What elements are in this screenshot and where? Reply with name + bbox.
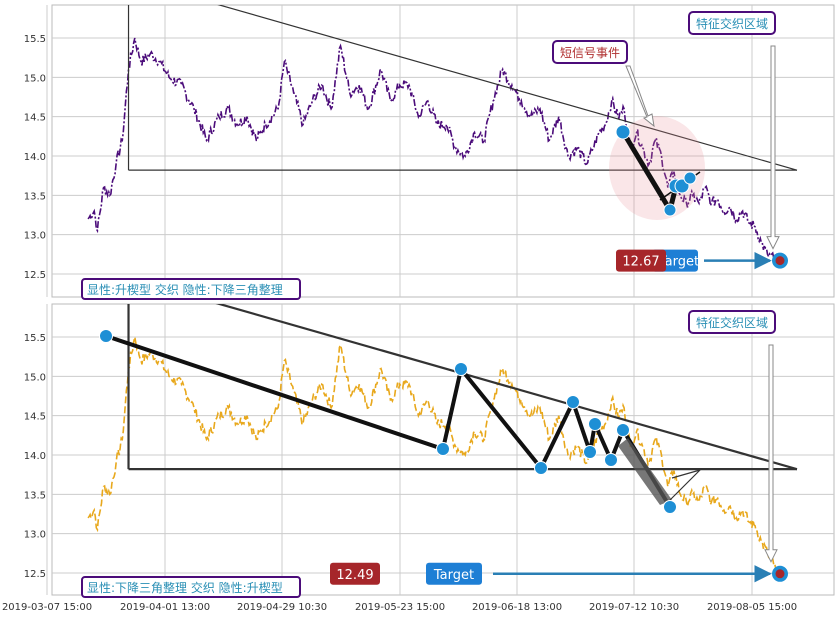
x-tick-label: 2019-03-07 15:00 — [2, 602, 92, 613]
y-tick-label: 12.5 — [24, 569, 46, 580]
x-tick-label: 2019-04-29 10:30 — [237, 602, 327, 613]
y-tick-label: 14.0 — [24, 451, 46, 462]
y-tick-label: 15.5 — [24, 34, 46, 45]
target-label-box — [426, 562, 482, 585]
pattern-point — [534, 461, 548, 475]
pattern-label-box — [81, 576, 301, 598]
value-badge — [330, 562, 380, 585]
pattern-point — [99, 329, 113, 343]
plot-area — [51, 4, 835, 298]
triangle-zigzag — [105, 334, 672, 509]
pattern-point — [566, 395, 580, 409]
y-tick-label: 14.0 — [24, 152, 46, 163]
down-arrow — [766, 45, 780, 250]
plot-content — [87, 5, 798, 269]
zone-label: 特征交织区域 — [696, 315, 768, 330]
pattern-point — [454, 362, 468, 376]
pattern-point — [588, 417, 602, 431]
x-tick-label: 2019-05-23 15:00 — [355, 602, 445, 613]
target-label: Target — [433, 568, 474, 583]
target-marker-core — [775, 256, 785, 266]
signal-zone — [609, 116, 705, 220]
y-tick-label: 13.5 — [24, 490, 46, 501]
x-axis: 2019-03-07 15:00 2019-04-01 13:00 2019-04-… — [2, 602, 797, 613]
x-tick-label: 2019-04-01 13:00 — [120, 602, 210, 613]
descending-trendline — [217, 5, 798, 171]
signal-label-box — [552, 40, 628, 64]
value-badge-text: 12.67 — [622, 255, 659, 270]
pattern-point — [615, 124, 631, 140]
pattern-point — [583, 445, 597, 459]
y-tick-label: 12.5 — [24, 270, 46, 281]
zone-label: 特征交织区域 — [696, 16, 768, 31]
price-series — [87, 37, 781, 261]
price-series — [87, 336, 781, 575]
value-badge — [616, 249, 666, 272]
pattern-point — [436, 442, 450, 456]
pattern-label: 显性:下降三角整理 交织 隐性:升楔型 — [87, 580, 283, 595]
down-arrow — [764, 344, 778, 563]
pattern-point — [616, 423, 630, 437]
y-tick-label: 14.5 — [24, 412, 46, 423]
y-tick-label: 14.5 — [24, 113, 46, 124]
y-tick-label: 13.5 — [24, 191, 46, 202]
signal-arrow — [625, 65, 655, 128]
x-tick-label: 2019-07-12 10:30 — [589, 602, 679, 613]
pattern-point — [683, 171, 697, 185]
y-tick-label: 13.0 — [24, 231, 46, 242]
y-tick-label: 13.0 — [24, 530, 46, 541]
x-tick-label: 2019-08-05 15:00 — [707, 602, 797, 613]
breakdown-band — [618, 438, 672, 505]
plot-content — [87, 304, 798, 582]
pattern-label: 显性:升楔型 交织 隐性:下降三角整理 — [87, 282, 283, 297]
y-tick-label: 15.0 — [24, 372, 46, 383]
pattern-point — [663, 500, 677, 514]
pattern-point — [663, 203, 677, 217]
signal-label: 短信号事件 — [560, 46, 620, 60]
bottom-panel: 12.5 13.0 13.5 14.0 14.5 15.0 15.5 Target 12.49 特… — [24, 303, 835, 598]
target-label: Target — [658, 255, 699, 270]
value-badge-text: 12.49 — [336, 568, 373, 583]
target-marker-core — [775, 569, 785, 579]
pattern-label-box — [81, 278, 301, 300]
pattern-point — [604, 453, 618, 467]
zone-label-box — [688, 310, 776, 334]
breakdown-apex — [669, 468, 703, 501]
y-tick-label: 15.0 — [24, 73, 46, 84]
x-tick-label: 2019-06-18 13:00 — [472, 602, 562, 613]
zone-label-box — [688, 11, 776, 35]
y-tick-label: 15.5 — [24, 333, 46, 344]
